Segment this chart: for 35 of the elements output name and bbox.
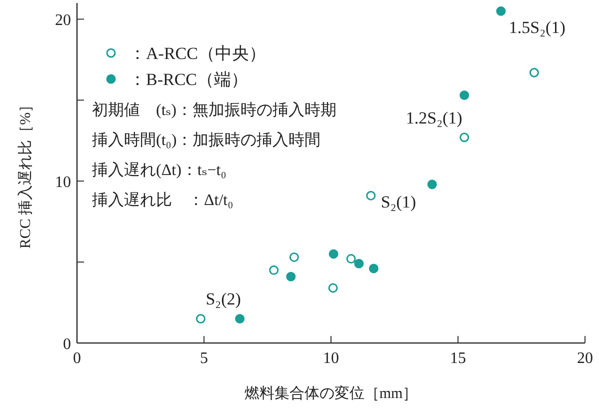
point	[368, 264, 378, 274]
point	[196, 314, 206, 324]
x-axis-title: 燃料集合体の変位［mm］	[244, 385, 418, 402]
y-tick-label: 0	[63, 336, 71, 353]
x-tick-label: 10	[323, 350, 339, 367]
point	[328, 249, 338, 259]
point	[235, 314, 245, 324]
annotation: 1.5S₂(1)	[508, 18, 566, 38]
x-tick-label: 20	[577, 350, 593, 367]
y-axis-title: RCC 挿入遅れ比［%］	[17, 97, 34, 249]
point	[289, 252, 299, 262]
x-tick-label: 15	[450, 350, 466, 367]
annotation: S₂(2)	[206, 290, 241, 309]
annotation: 挿入遅れ比 ：Δt/t₀	[92, 191, 234, 209]
point	[366, 190, 376, 200]
annotation: 挿入時間(t₀)：加振時の挿入時間	[92, 131, 321, 149]
point	[529, 68, 539, 78]
point	[328, 283, 338, 293]
annotation: 初期値 (tₛ)：無加振時の挿入時期	[92, 101, 336, 119]
annotation: S₂(1)	[380, 192, 416, 212]
y-tick-label: 10	[55, 174, 71, 192]
point	[496, 6, 506, 16]
point	[346, 254, 356, 264]
point	[460, 90, 470, 100]
legend-label: ：B-RCC（端）	[129, 70, 248, 89]
x-tick-label: 5	[200, 350, 208, 367]
point	[427, 180, 437, 190]
point	[460, 132, 470, 142]
point	[269, 265, 279, 275]
annotation: 挿入遅れ(Δt)：tₛ−t₀	[92, 161, 226, 179]
y-tick-label: 20	[55, 12, 71, 30]
legend-label: ：A-RCC（中央）	[129, 44, 266, 63]
point	[354, 258, 364, 268]
annotation: 1.2S₂(1)	[406, 108, 462, 128]
point	[286, 272, 296, 282]
